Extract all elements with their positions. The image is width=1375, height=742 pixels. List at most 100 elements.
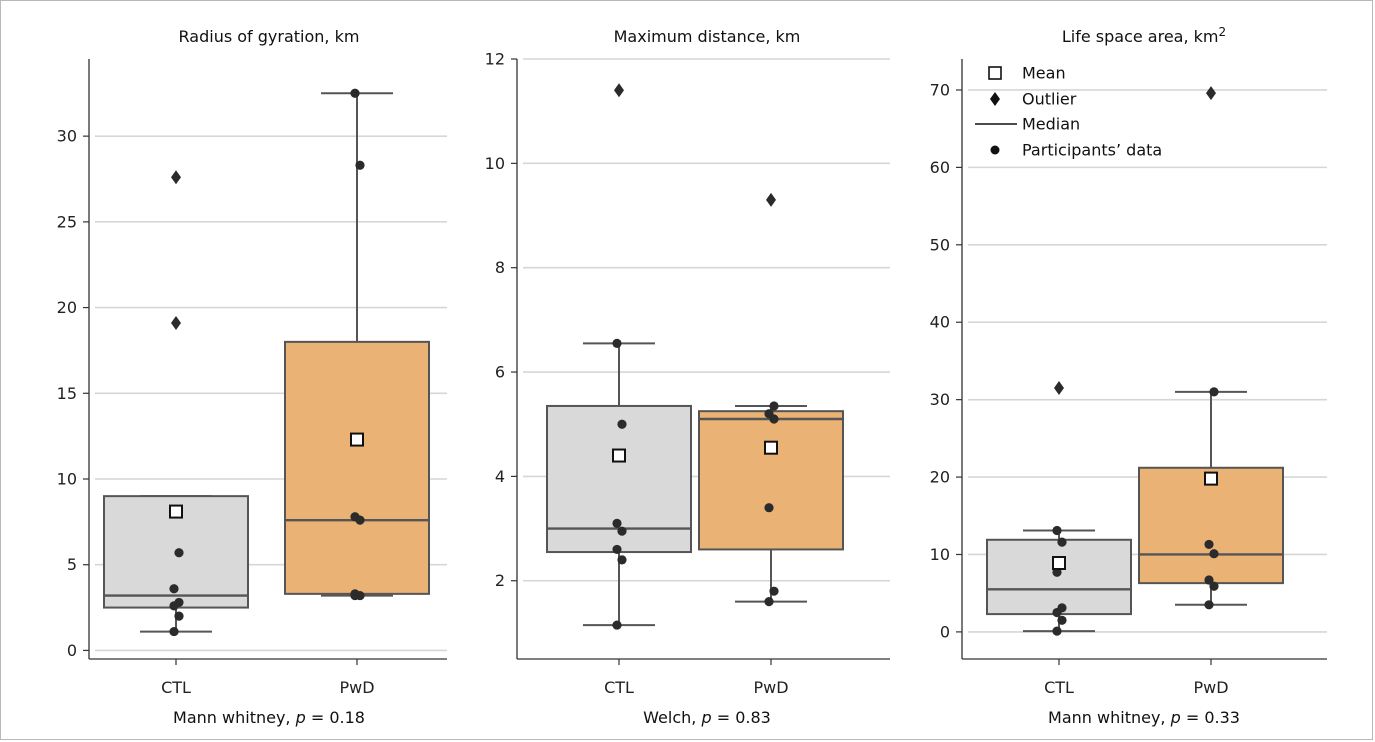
- participant-point: [355, 160, 365, 170]
- outlier-marker: [614, 83, 624, 98]
- y-tick-label: 4: [495, 467, 505, 486]
- y-tick-label: 0: [940, 622, 950, 641]
- y-tick-label: 2: [495, 571, 505, 590]
- p-symbol: p: [295, 708, 306, 727]
- participant-point: [1052, 525, 1062, 536]
- mean-marker: [612, 448, 626, 463]
- outlier-marker: [1054, 381, 1064, 396]
- participant-point: [350, 88, 360, 98]
- iqr-box: [1138, 466, 1284, 585]
- participant-point: [612, 620, 622, 630]
- legend-label: Mean: [1022, 64, 1066, 83]
- box-pwd: [1138, 86, 1284, 610]
- participant-point: [350, 512, 360, 522]
- legend-item-square: Mean: [988, 64, 1066, 83]
- p-value: = 0.33: [1181, 708, 1240, 727]
- y-tick-label: 15: [57, 384, 77, 403]
- y-tick-label: 30: [57, 127, 77, 146]
- test-name: Mann whitney,: [1048, 708, 1171, 727]
- participant-point: [1209, 581, 1219, 591]
- test-name: Welch,: [643, 708, 701, 727]
- participant-point: [1209, 549, 1219, 559]
- participant-point: [617, 526, 627, 536]
- y-tick-label: 5: [67, 555, 77, 574]
- test-name: Mann whitney,: [173, 708, 296, 727]
- legend-item-line: Median: [975, 115, 1080, 134]
- stat-test-note: Welch, p = 0.83: [643, 708, 771, 727]
- p-symbol: p: [1170, 708, 1181, 727]
- outlier-marker: [171, 316, 181, 330]
- participant-point: [350, 589, 360, 599]
- y-tick-label: 60: [930, 158, 950, 177]
- participant-point: [612, 338, 622, 348]
- participant-point: [174, 548, 184, 558]
- x-tick-label: CTL: [604, 678, 634, 697]
- legend: Mean Outlier Median Participants’ data: [975, 64, 1162, 160]
- y-tick-label: 40: [930, 313, 950, 332]
- y-tick-label: 70: [930, 80, 950, 99]
- box-pwd: [284, 88, 430, 601]
- x-tick-label: CTL: [161, 678, 191, 697]
- participant-point: [612, 544, 622, 555]
- participant-point: [769, 401, 779, 411]
- iqr-box: [698, 410, 844, 551]
- legend-point-icon: [990, 145, 1000, 155]
- participant-point: [1204, 539, 1214, 550]
- panel-title: Life space area, km2: [1062, 25, 1226, 46]
- x-tick-label: PwD: [753, 678, 788, 697]
- legend-outlier-icon: [990, 92, 1000, 106]
- box-ctl: [546, 83, 692, 630]
- participant-point: [169, 584, 179, 594]
- panel-2: 2 4 6 8 10 12 Maximum distance, km CTL PwD Welch,…: [485, 27, 890, 727]
- participant-point: [1057, 537, 1067, 547]
- legend-label: Participants’ data: [1022, 141, 1162, 160]
- participant-point: [1204, 575, 1214, 585]
- x-tick-label: PwD: [339, 678, 374, 697]
- outlier-marker: [171, 170, 181, 185]
- x-tick-label: CTL: [1044, 678, 1074, 697]
- p-value: = 0.83: [712, 708, 771, 727]
- iqr-box: [284, 340, 430, 595]
- title-superscript: 2: [1219, 25, 1227, 39]
- participant-point: [1209, 387, 1219, 397]
- mean-marker: [169, 504, 183, 519]
- participant-point: [1057, 615, 1067, 625]
- stat-test-note: Mann whitney, p = 0.18: [173, 708, 365, 727]
- box-ctl: [103, 170, 249, 637]
- p-value: = 0.18: [306, 708, 365, 727]
- y-tick-label: 10: [57, 470, 77, 489]
- y-tick-label: 10: [485, 154, 505, 173]
- y-tick-label: 30: [930, 390, 950, 409]
- stat-test-note: Mann whitney, p = 0.33: [1048, 708, 1240, 727]
- p-symbol: p: [700, 708, 711, 727]
- y-tick-label: 12: [485, 50, 505, 69]
- panel-1: 0 5 10 15 20 25 30 Radius of gyration, km CTL PwD…: [57, 27, 447, 727]
- mean-marker: [1052, 556, 1066, 570]
- mean-marker: [1204, 471, 1218, 486]
- panel-title: Radius of gyration, km: [179, 27, 360, 46]
- outlier-marker: [1206, 86, 1216, 101]
- x-tick-label: PwD: [1193, 678, 1228, 697]
- participant-point: [764, 597, 774, 607]
- legend-label: Median: [1022, 115, 1080, 134]
- y-tick-label: 10: [930, 545, 950, 564]
- participant-point: [764, 409, 774, 419]
- outlier-marker: [766, 192, 776, 207]
- participant-point: [169, 626, 179, 637]
- participant-point: [617, 555, 627, 565]
- mean-marker: [764, 440, 778, 455]
- legend-mean-icon: [988, 66, 1002, 80]
- legend-label: Outlier: [1022, 90, 1077, 109]
- participant-point: [764, 503, 774, 513]
- participant-point: [1204, 600, 1214, 610]
- box-ctl: [986, 381, 1132, 636]
- box-pwd: [698, 192, 844, 607]
- panel-3: 0 10 20 30 40 50 60 70 Life space area, km2 CTL Pw…: [930, 25, 1327, 727]
- legend-item-diamond: Outlier: [990, 90, 1077, 109]
- participant-point: [617, 419, 627, 429]
- panel-title: Maximum distance, km: [614, 27, 801, 46]
- mean-marker: [350, 432, 364, 447]
- participant-point: [174, 611, 184, 621]
- participant-point: [612, 518, 622, 528]
